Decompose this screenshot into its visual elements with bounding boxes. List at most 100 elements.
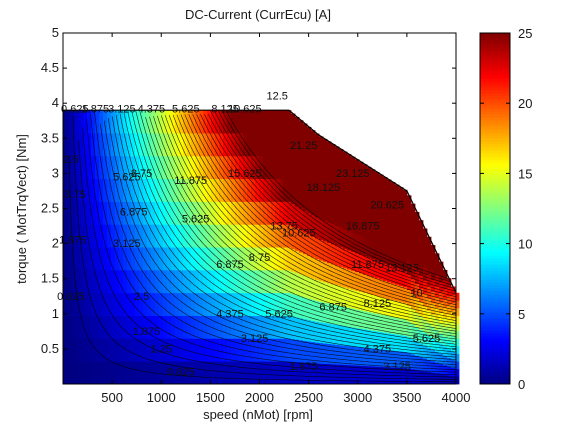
field-cell [139,178,144,202]
field-cell [63,269,68,294]
field-cell [387,213,392,232]
field-cell [263,224,268,248]
field-cell [415,211,420,227]
contour-label: 1.875 [133,326,161,338]
contour-label: 3.75 [64,189,85,201]
field-cell [339,207,344,228]
colorbar-segment [480,291,510,295]
field-cell [251,338,256,362]
field-cell [83,361,88,385]
field-cell [199,224,204,248]
field-cell [299,186,304,209]
field-cell [403,303,408,320]
field-cell [259,269,264,294]
field-cell [375,224,380,244]
field-cell [175,201,180,225]
field-cell [239,155,244,180]
field-cell [179,292,184,316]
field-cell [419,247,424,262]
field-cell [319,239,324,261]
field-cell [295,339,300,363]
field-cell [327,323,332,344]
field-cell [155,315,160,339]
colorbar-segment [480,213,510,217]
field-cell [199,269,204,294]
field-cell [303,166,308,190]
field-cell [343,364,348,385]
field-cell [287,269,292,294]
field-cell [135,315,140,339]
field-cell [231,269,236,294]
field-cell [187,361,192,385]
colorbar-segment [480,180,510,184]
field-cell [95,224,100,248]
field-cell [419,233,424,248]
colorbar-segment [480,141,510,145]
field-cell [455,300,460,309]
field-cell [151,269,156,294]
field-cell [119,110,124,134]
field-cell [455,368,460,377]
field-cell [347,307,352,327]
field-cell [359,235,364,255]
field-cell [179,178,184,202]
field-cell [379,191,384,210]
field-cell [363,365,368,385]
field-cell [435,253,440,265]
field-cell [427,249,432,262]
colorbar-segment [480,303,510,307]
field-cell [155,110,160,134]
field-cell [419,274,424,289]
field-cell [87,247,92,271]
field-cell [211,201,216,225]
field-cell [79,315,84,339]
field-cell [247,292,252,316]
colorbar-segment [480,87,510,91]
field-cell [235,315,240,339]
field-cell [243,269,248,294]
field-cell [299,164,304,187]
y-tick-label: 0.5 [41,341,59,356]
field-cell [327,262,332,284]
field-cell [455,323,460,332]
field-cell [339,266,344,287]
field-cell [263,269,268,294]
field-cell [75,133,80,157]
field-cell [423,332,428,346]
contour-line [139,110,457,340]
x-tick-label: 2000 [245,390,274,405]
field-cell [299,252,304,275]
field-cell [183,315,188,339]
field-cell [295,183,300,207]
contour-line [196,114,457,303]
field-cell [147,133,152,157]
field-cell [291,203,296,227]
field-cell [123,269,128,294]
field-cell [235,292,240,316]
contour-label: 5.625 [265,308,293,320]
field-cell [235,247,240,271]
field-cell [175,292,180,316]
field-cell [187,110,192,134]
field-cell [423,254,428,268]
field-cell [67,247,72,271]
field-cell [79,178,84,202]
field-cell [103,224,108,248]
field-cell [399,351,404,368]
contour-label: 12.5 [266,91,287,103]
field-cell [199,247,204,271]
field-cell [131,269,136,294]
field-cell [403,351,408,369]
field-cell [327,363,332,385]
field-cell [391,249,396,267]
field-cell [323,138,328,160]
field-cell [303,188,308,211]
colorbar-segment [480,138,510,142]
field-cell [339,286,344,307]
field-cell [315,133,320,155]
field-cell [95,247,100,271]
field-cell [79,110,84,134]
field-cell [63,361,68,385]
field-cell [419,329,424,344]
field-cell [287,338,292,362]
